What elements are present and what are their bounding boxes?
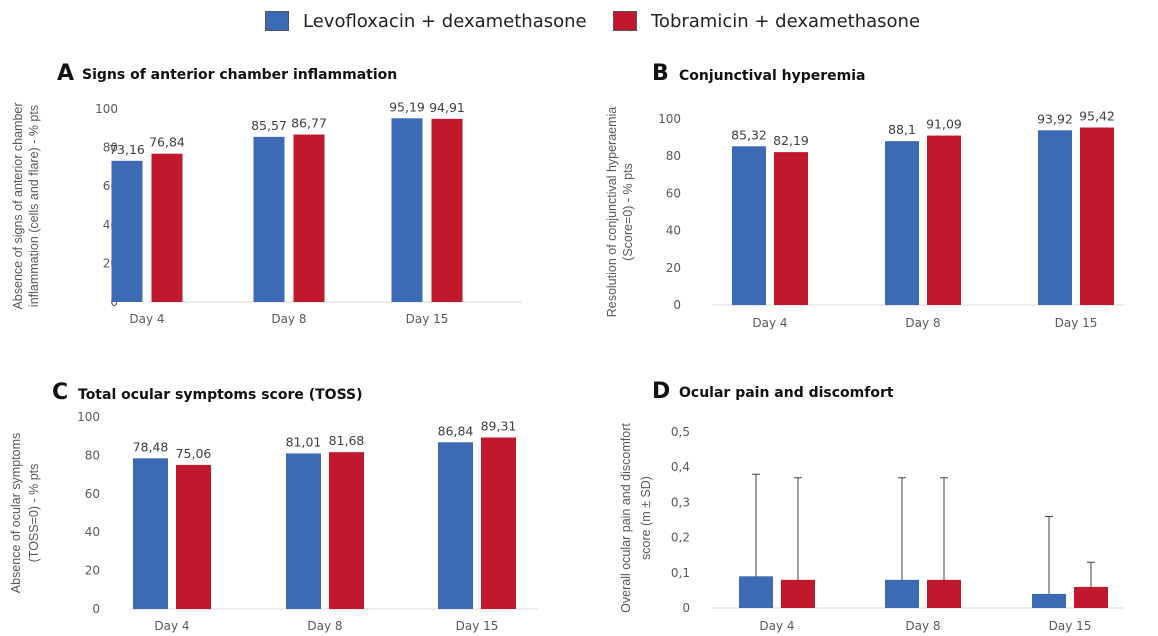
x-tick-label-c-2: Day 15 (456, 619, 499, 633)
y-axis-title-a-line-2: inflammation (cells and flare) - % pts (27, 105, 41, 307)
y-axis-title-d-line-2: score (m ± SD) (639, 476, 653, 560)
bar-d-tobramicin-day-8 (927, 579, 961, 608)
data-label-a-levofloxacin-day-15: 95,19 (389, 99, 425, 114)
y-axis-title-c-line-1: Absence of ocular symptoms (9, 433, 23, 594)
panel-letter-d: D (652, 379, 670, 404)
y-tick-label-d-3: 0,3 (671, 495, 690, 509)
y-tick-label-a-5: 100 (95, 102, 118, 116)
y-tick-label-b-3: 60 (666, 186, 681, 200)
bar-c-tobramicin-day-15 (481, 437, 516, 609)
data-label-b-tobramicin-day-8: 91,09 (926, 117, 962, 132)
x-tick-label-c-1: Day 8 (307, 619, 342, 633)
bar-a-levofloxacin-day-8 (253, 136, 285, 302)
data-label-b-tobramicin-day-4: 82,19 (773, 133, 809, 148)
legend-item-tobramicin: Tobramicin + dexamethasone (613, 8, 920, 34)
data-label-c-tobramicin-day-8: 81,68 (329, 433, 365, 448)
y-tick-label-d-0: 0 (682, 601, 690, 615)
panel-title-b: Conjunctival hyperemia (679, 68, 865, 84)
x-tick-label-a-0: Day 4 (129, 312, 164, 326)
x-tick-label-c-0: Day 4 (154, 619, 189, 633)
data-label-b-levofloxacin-day-8: 88,1 (888, 122, 916, 137)
y-tick-label-c-1: 20 (85, 564, 100, 578)
bar-d-tobramicin-day-4 (781, 579, 815, 608)
x-tick-label-d-1: Day 8 (905, 619, 940, 633)
bar-a-tobramicin-day-4 (151, 153, 183, 302)
data-label-a-tobramicin-day-4: 76,84 (149, 135, 185, 150)
data-label-a-tobramicin-day-15: 94,91 (429, 100, 465, 115)
legend-label-levofloxacin: Levofloxacin + dexamethasone (303, 10, 587, 32)
bar-d-levofloxacin-day-15 (1032, 593, 1066, 608)
bar-a-levofloxacin-day-15 (391, 118, 423, 303)
panel-letter-b: B (652, 61, 669, 86)
y-axis-title-b-line-2: (Score=0) - % pts (621, 163, 635, 261)
x-tick-label-d-2: Day 15 (1049, 619, 1092, 633)
legend-swatch-levofloxacin (265, 11, 289, 31)
data-label-a-levofloxacin-day-4: 73,16 (109, 142, 145, 157)
x-tick-label-b-2: Day 15 (1055, 316, 1098, 330)
x-tick-label-a-1: Day 8 (271, 312, 306, 326)
x-tick-label-b-0: Day 4 (752, 316, 787, 330)
panel-letter-c: C (52, 380, 68, 405)
y-tick-label-b-1: 20 (666, 261, 681, 275)
legend-swatch-tobramicin (613, 11, 637, 31)
data-label-c-levofloxacin-day-4: 78,48 (133, 439, 169, 454)
y-tick-label-c-0: 0 (92, 602, 100, 616)
data-label-b-levofloxacin-day-15: 93,92 (1037, 111, 1073, 126)
bar-c-levofloxacin-day-4 (133, 458, 168, 609)
panel-letter-a: A (57, 61, 74, 86)
data-label-c-levofloxacin-day-8: 81,01 (286, 434, 322, 449)
y-tick-label-d-4: 0,4 (671, 460, 690, 474)
bar-d-levofloxacin-day-8 (885, 579, 919, 608)
bar-d-levofloxacin-day-4 (739, 576, 773, 608)
y-axis-title-b-line-1: Resolution of conjunctival hyperaemia (605, 107, 619, 318)
data-label-b-tobramicin-day-15: 95,42 (1079, 109, 1115, 124)
data-label-a-levofloxacin-day-8: 85,57 (251, 118, 287, 133)
y-tick-label-b-5: 100 (658, 112, 681, 126)
x-tick-label-b-1: Day 8 (905, 316, 940, 330)
legend-label-tobramicin: Tobramicin + dexamethasone (651, 10, 921, 32)
panel-title-a: Signs of anterior chamber inflammation (82, 67, 397, 83)
bar-c-levofloxacin-day-8 (286, 453, 321, 609)
bar-a-tobramicin-day-8 (293, 134, 325, 302)
y-axis-title-c-line-2: (TOSS=0) - % pts (27, 464, 41, 563)
bar-a-levofloxacin-day-4 (111, 160, 143, 302)
y-tick-label-d-5: 0,5 (671, 425, 690, 439)
legend-item-levofloxacin: Levofloxacin + dexamethasone (265, 8, 587, 34)
y-tick-label-d-2: 0,2 (671, 531, 690, 545)
y-axis-title-d-line-1: Overall ocular pain and discomfort (619, 423, 633, 613)
data-label-c-tobramicin-day-4: 75,06 (176, 446, 212, 461)
y-tick-label-b-0: 0 (673, 298, 681, 312)
y-tick-label-c-2: 40 (85, 525, 100, 539)
data-label-c-levofloxacin-day-15: 86,84 (438, 423, 474, 438)
bar-c-tobramicin-day-8 (329, 452, 364, 609)
bar-d-tobramicin-day-15 (1074, 586, 1108, 608)
data-label-a-tobramicin-day-8: 86,77 (291, 116, 327, 131)
x-tick-label-d-0: Day 4 (759, 619, 794, 633)
data-label-c-tobramicin-day-15: 89,31 (481, 419, 517, 434)
panel-title-c: Total ocular symptoms score (TOSS) (78, 387, 363, 403)
y-tick-label-c-4: 80 (85, 448, 100, 462)
bar-b-tobramicin-day-8 (927, 135, 961, 305)
bar-b-levofloxacin-day-15 (1038, 130, 1072, 305)
y-tick-label-b-2: 40 (666, 224, 681, 238)
bar-b-tobramicin-day-4 (774, 152, 808, 305)
bar-b-tobramicin-day-15 (1080, 127, 1114, 305)
y-tick-label-a-4: 80 (103, 141, 118, 155)
x-tick-label-a-2: Day 15 (406, 312, 449, 326)
y-tick-label-c-5: 100 (77, 410, 100, 424)
chart-legend: Levofloxacin + dexamethasone Tobramicin … (0, 8, 1158, 34)
y-axis-title-a-line-1: Absence of signs of anterior chamber (11, 102, 25, 309)
bar-c-tobramicin-day-4 (176, 464, 211, 609)
bar-b-levofloxacin-day-4 (732, 146, 766, 305)
y-tick-label-c-3: 60 (85, 487, 100, 501)
data-label-b-levofloxacin-day-4: 85,32 (731, 127, 767, 142)
y-tick-label-b-4: 80 (666, 149, 681, 163)
panel-title-d: Ocular pain and discomfort (679, 385, 894, 401)
bar-c-levofloxacin-day-15 (438, 442, 473, 609)
y-tick-label-d-1: 0,1 (671, 566, 690, 580)
bar-b-levofloxacin-day-8 (885, 141, 919, 305)
bar-a-tobramicin-day-15 (431, 118, 463, 302)
